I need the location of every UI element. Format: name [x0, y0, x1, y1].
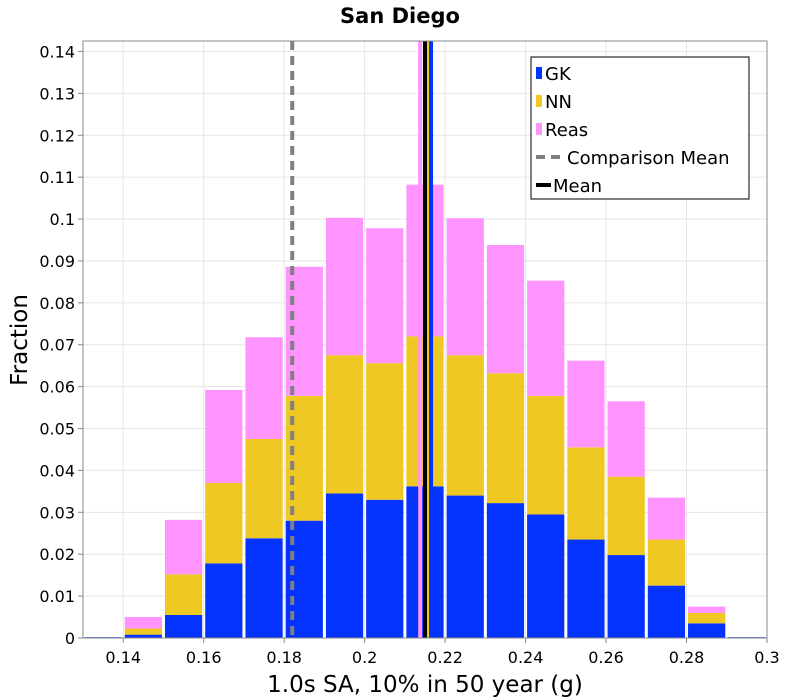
bar-gk: [366, 499, 404, 638]
bar-reas: [607, 401, 645, 477]
y-tick-label: 0.02: [39, 545, 75, 564]
legend: GK NN Reas Comparison Mean Mean: [530, 56, 750, 200]
x-tick-label: 0.26: [588, 648, 624, 667]
legend-box: [530, 56, 750, 200]
x-axis-label: 1.0s SA, 10% in 50 year (g): [267, 672, 583, 698]
x-tick-label: 0.16: [186, 648, 222, 667]
x-tick-label: 0.28: [669, 648, 705, 667]
x-axis-ticks: 0.14 0.16 0.18 0.2 0.22 0.24 0.26 0.28 0.3: [105, 638, 780, 667]
legend-label-gk: GK: [545, 64, 572, 85]
legend-label-nn: NN: [545, 92, 572, 113]
bar-reas: [366, 228, 404, 364]
y-axis-ticks: 0 0.01 0.02 0.03 0.04 0.05 0.06 0.07 0.08 0.09 0.1…: [39, 42, 83, 648]
x-tick-label: 0.24: [508, 648, 544, 667]
bar-nn: [366, 363, 404, 500]
bar-nn: [325, 355, 364, 494]
bars: [84, 184, 766, 638]
bar-reas: [205, 389, 243, 483]
bar-reas: [486, 245, 525, 374]
bar-reas: [446, 218, 484, 356]
bar-nn: [567, 447, 605, 540]
bar-nn: [688, 612, 726, 624]
bar-gk: [446, 495, 484, 638]
bar-gk: [164, 614, 203, 638]
y-tick-label: 0.13: [39, 84, 75, 103]
y-tick-label: 0.09: [39, 252, 75, 271]
legend-swatch-nn: [536, 95, 542, 107]
y-tick-label: 0.05: [39, 420, 75, 439]
bar-nn: [527, 395, 565, 515]
bar-reas: [647, 497, 686, 540]
y-tick-label: 0.07: [39, 336, 75, 355]
x-tick-label: 0.2: [352, 648, 377, 667]
y-tick-label: 0.1: [50, 210, 75, 229]
bar-nn: [205, 482, 243, 564]
x-tick-label: 0.14: [105, 648, 141, 667]
bar-gk: [205, 563, 243, 638]
bar-reas: [124, 617, 162, 629]
bar-nn: [647, 539, 686, 586]
bar-nn: [124, 628, 162, 635]
bar-reas: [164, 519, 203, 575]
bar-gk: [124, 634, 162, 638]
bar-nn: [607, 476, 645, 556]
legend-label-mean: Mean: [553, 176, 602, 197]
x-tick-label: 0.18: [266, 648, 302, 667]
chart-title: San Diego: [340, 4, 460, 28]
legend-label-comparison-mean: Comparison Mean: [567, 148, 730, 169]
y-axis-label: Fraction: [7, 294, 33, 386]
x-tick-label: 0.3: [754, 648, 779, 667]
bar-reas: [527, 280, 565, 396]
bar-nn: [446, 355, 484, 496]
legend-swatch-reas: [536, 123, 542, 135]
bar-nn: [486, 373, 525, 504]
y-tick-label: 0.03: [39, 503, 75, 522]
bar-reas: [688, 606, 726, 613]
bar-gk: [607, 555, 645, 638]
bar-nn: [285, 395, 323, 521]
bar-reas: [567, 360, 605, 448]
bar-gk: [647, 585, 686, 638]
bar-gk: [486, 503, 525, 638]
y-tick-label: 0.06: [39, 378, 75, 397]
y-tick-label: 0: [65, 629, 75, 648]
y-tick-label: 0.08: [39, 294, 75, 313]
y-tick-label: 0.11: [39, 168, 75, 187]
legend-swatch-gk: [536, 67, 542, 79]
y-tick-label: 0.14: [39, 42, 75, 61]
bar-gk: [688, 623, 726, 638]
bar-gk: [527, 514, 565, 638]
plot-frame: [82, 40, 768, 639]
bar-gk: [567, 539, 605, 638]
legend-label-reas: Reas: [545, 120, 588, 141]
y-tick-label: 0.04: [39, 461, 75, 480]
bar-gk: [245, 538, 283, 638]
x-tick-label: 0.22: [427, 648, 463, 667]
mean-lines: [290, 41, 434, 638]
bar-gk: [325, 493, 364, 638]
y-tick-label: 0.01: [39, 587, 75, 606]
bar-nn: [245, 439, 283, 539]
bar-reas: [245, 337, 283, 439]
bar-reas: [325, 217, 364, 356]
bar-nn: [164, 574, 203, 615]
y-tick-label: 0.12: [39, 126, 75, 145]
